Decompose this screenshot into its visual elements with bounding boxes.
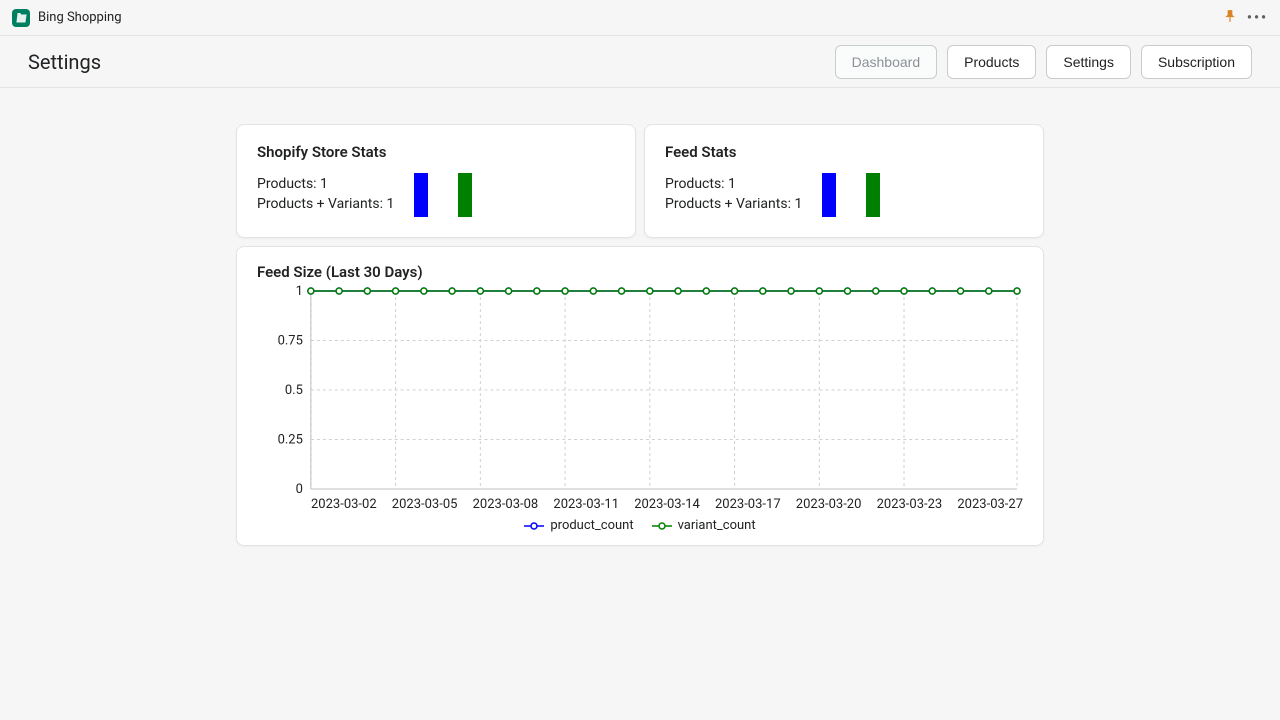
header: Settings Dashboard Products Settings Sub… bbox=[0, 36, 1280, 88]
feed-chart-card: Feed Size (Last 30 Days) 0 0.25 0.5 0.75 1 2… bbox=[236, 246, 1044, 546]
shopify-stats-text: Products: 1 Products + Variants: 1 bbox=[257, 175, 394, 214]
feed-chart-svg: 0 0.25 0.5 0.75 1 bbox=[257, 285, 1023, 495]
svg-text:0.5: 0.5 bbox=[285, 383, 303, 398]
legend-marker-product bbox=[524, 521, 544, 531]
legend-variant-count: variant_count bbox=[652, 518, 756, 533]
svg-text:0.75: 0.75 bbox=[278, 333, 303, 348]
feed-stats-body: Products: 1 Products + Variants: 1 bbox=[665, 173, 1023, 217]
feed-chart-wrap: 0 0.25 0.5 0.75 1 bbox=[257, 285, 1023, 495]
nav-dashboard[interactable]: Dashboard bbox=[835, 45, 938, 79]
feed-mini-bars bbox=[822, 173, 880, 217]
content: Shopify Store Stats Products: 1 Products… bbox=[0, 88, 1280, 546]
feed-stats-title: Feed Stats bbox=[665, 143, 1023, 161]
legend-marker-variant bbox=[652, 521, 672, 531]
shopify-stats-body: Products: 1 Products + Variants: 1 bbox=[257, 173, 615, 217]
more-icon[interactable]: ••• bbox=[1247, 10, 1268, 26]
nav: Dashboard Products Settings Subscription bbox=[835, 45, 1252, 79]
page-title: Settings bbox=[28, 50, 101, 74]
nav-subscription[interactable]: Subscription bbox=[1141, 45, 1252, 79]
shopify-stats-card: Shopify Store Stats Products: 1 Products… bbox=[236, 124, 636, 238]
nav-settings[interactable]: Settings bbox=[1046, 45, 1131, 79]
app-name: Bing Shopping bbox=[38, 10, 122, 25]
legend-product-count: product_count bbox=[524, 518, 633, 533]
svg-text:1: 1 bbox=[296, 285, 303, 299]
feed-stats-text: Products: 1 Products + Variants: 1 bbox=[665, 175, 802, 214]
stats-row: Shopify Store Stats Products: 1 Products… bbox=[236, 124, 1044, 238]
feed-stats-card: Feed Stats Products: 1 Products + Varian… bbox=[644, 124, 1044, 238]
app-icon bbox=[12, 9, 30, 27]
legend-variant-label: variant_count bbox=[678, 518, 756, 533]
topbar-right: ••• bbox=[1223, 9, 1268, 27]
legend-product-label: product_count bbox=[550, 518, 633, 533]
feed-variants-line: Products + Variants: 1 bbox=[665, 195, 802, 215]
svg-text:0: 0 bbox=[296, 482, 303, 495]
topbar: Bing Shopping ••• bbox=[0, 0, 1280, 36]
shopify-products-line: Products: 1 bbox=[257, 175, 394, 195]
shopify-variants-line: Products + Variants: 1 bbox=[257, 195, 394, 215]
shopify-mini-bars bbox=[414, 173, 472, 217]
feed-chart-legend: product_count variant_count bbox=[257, 518, 1023, 533]
svg-text:0.25: 0.25 bbox=[278, 432, 303, 447]
shopify-stats-title: Shopify Store Stats bbox=[257, 143, 615, 161]
feed-chart-title: Feed Size (Last 30 Days) bbox=[257, 263, 1023, 281]
feed-chart-x-labels: 2023-03-022023-03-052023-03-082023-03-11… bbox=[311, 497, 1023, 512]
nav-products[interactable]: Products bbox=[947, 45, 1036, 79]
topbar-left: Bing Shopping bbox=[12, 9, 122, 27]
pin-icon[interactable] bbox=[1223, 9, 1237, 27]
feed-products-line: Products: 1 bbox=[665, 175, 802, 195]
